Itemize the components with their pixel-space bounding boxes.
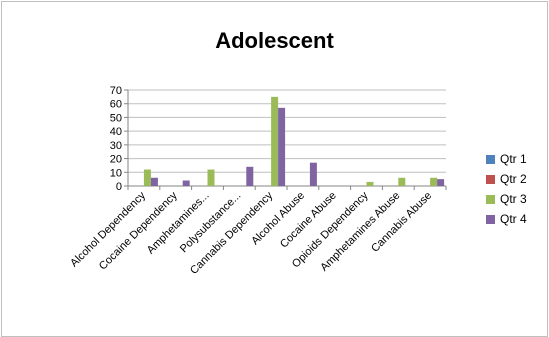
legend-swatch [486,195,495,204]
bar-qtr-4 [246,166,254,186]
category-label: Cocaine Abuse [278,190,339,251]
chart-title: Adolescent [215,28,334,53]
bar-qtr-4 [309,162,317,186]
y-tick-label: 50 [110,112,122,124]
bar-qtr-4 [437,179,445,186]
bar-qtr-4 [278,107,286,186]
bar-qtr-4 [150,177,158,186]
legend-label: Qtr 2 [500,172,527,186]
bar-qtr-3 [430,177,438,186]
legend-label: Qtr 4 [500,212,527,226]
legend-swatch [486,175,495,184]
y-tick-label: 40 [110,126,122,138]
y-tick-label: 70 [110,85,122,97]
y-tick-label: 20 [110,154,122,166]
bar-qtr-3 [143,169,151,186]
y-tick-label: 30 [110,140,122,152]
bar-qtr-4 [182,180,190,186]
y-tick-label: 0 [116,181,122,193]
y-tick-label: 10 [110,167,122,179]
legend-label: Qtr 1 [500,152,527,166]
legend-swatch [486,215,495,224]
bar-qtr-3 [271,96,279,186]
bar-qtr-3 [366,181,374,186]
legend-swatch [486,155,495,164]
category-label: Cannabis Abuse [369,190,434,255]
legend-label: Qtr 3 [500,192,527,206]
bar-qtr-3 [207,169,215,186]
bar-qtr-3 [398,177,406,186]
y-tick-label: 60 [110,99,122,111]
